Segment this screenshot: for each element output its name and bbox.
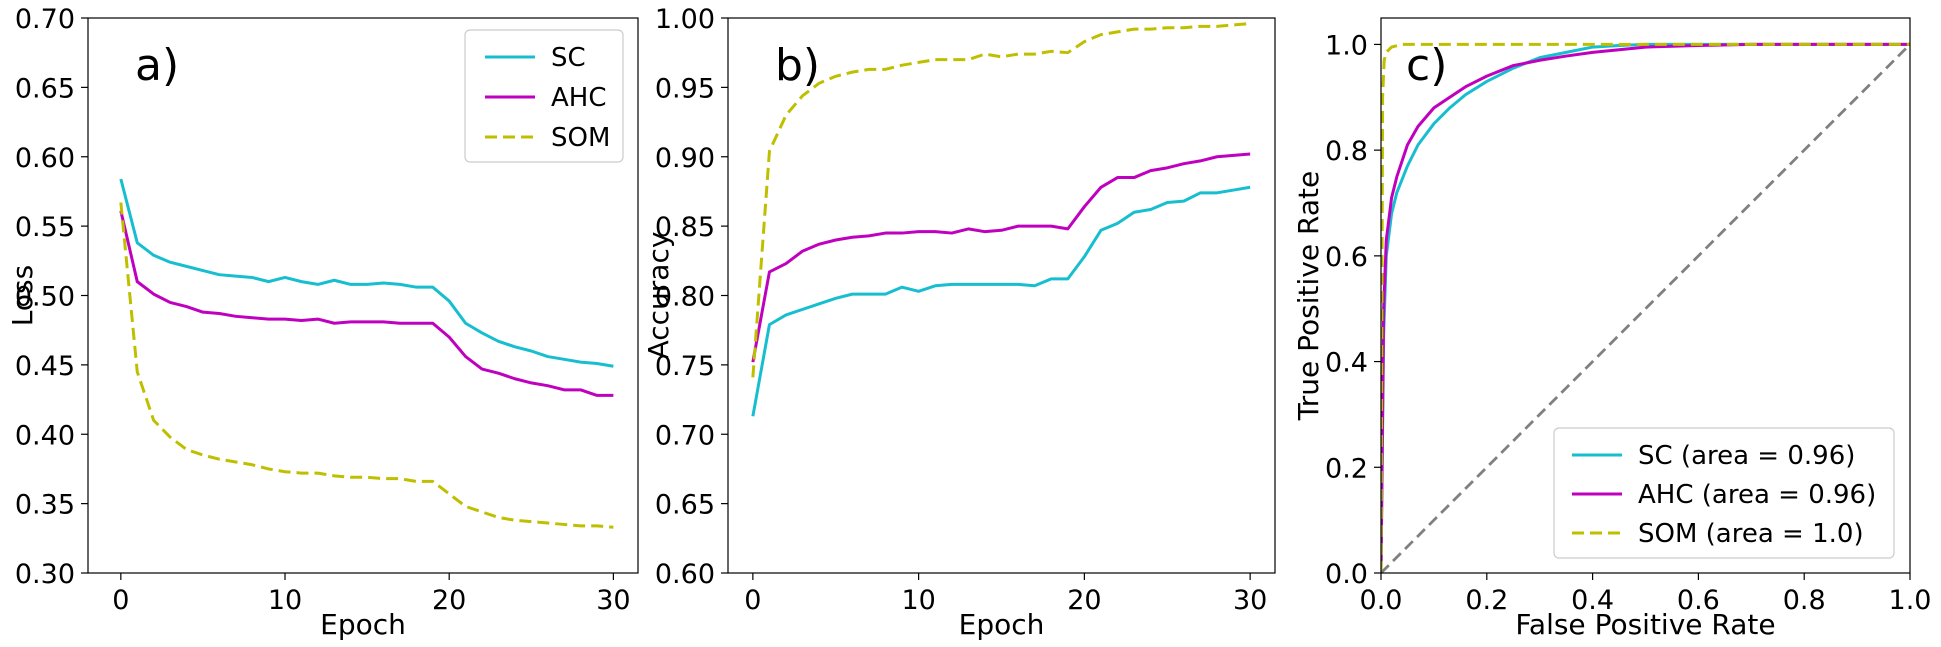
x-tick-label: 20 — [432, 585, 466, 616]
y-axis-label: Loss — [6, 265, 39, 326]
series-line-ahc — [1381, 42, 1910, 573]
panel-3: 0.0 0.2 0.4 0.6 0.8 1.0 0.0 0.2 0.4 0.6 0.8 1.0 Fals… — [1292, 17, 1932, 641]
axes-frame — [727, 17, 1276, 574]
series-group — [751, 22, 1251, 417]
panel-tag: b) — [775, 40, 820, 91]
x-tick-label: 0.2 — [1465, 585, 1508, 616]
x-tick-label: 1.0 — [1889, 585, 1932, 616]
series-line-ahc — [119, 210, 614, 397]
panel-2: 0 10 20 30 0.60 0.65 0.70 0.75 0.80 0.85 0.90 0.95 1… — [642, 4, 1276, 641]
x-tick-label: 20 — [1067, 585, 1101, 616]
y-tick-label: 0.55 — [15, 212, 75, 243]
x-tick-label: 30 — [596, 585, 630, 616]
series-line-som — [751, 22, 1251, 378]
y-tick-label: 0.30 — [15, 559, 75, 590]
x-axis-label: False Positive Rate — [1515, 608, 1775, 641]
panel-tag: a) — [135, 40, 179, 91]
legend-label: SOM (area = 1.0) — [1638, 519, 1864, 549]
y-tick-label: 0.70 — [655, 420, 715, 451]
y-tick-label: 0.50 — [15, 282, 75, 313]
series-group — [1381, 42, 1910, 573]
y-tick-label: 1.0 — [1325, 30, 1368, 61]
panel-1: 0 10 20 30 0.30 0.35 0.40 0.45 0.50 0.55 0.60 0.65 0… — [6, 4, 639, 641]
x-tick-label: 10 — [268, 585, 302, 616]
series-line-sc — [119, 178, 614, 368]
y-tick-label: 0.45 — [15, 351, 75, 382]
x-tick-label: 0.6 — [1677, 585, 1720, 616]
x-tick-label: 0 — [112, 585, 129, 616]
legend-label: AHC — [551, 83, 607, 113]
legend: SC AHC SOM — [464, 29, 624, 163]
x-tick-label: 0 — [744, 585, 761, 616]
y-tick-label: 0.0 — [1325, 559, 1368, 590]
legend-box — [1553, 427, 1895, 559]
y-tick-label: 0.60 — [15, 143, 75, 174]
y-tick-label: 0.65 — [655, 490, 715, 521]
y-tick-label: 0.80 — [655, 282, 715, 313]
series-group — [119, 178, 614, 529]
x-tick-label: 30 — [1233, 585, 1267, 616]
series-line-diagonal — [1381, 43, 1910, 573]
x-axis-label: Epoch — [320, 608, 406, 641]
legend-box — [464, 29, 624, 163]
y-tick-label: 0.40 — [15, 420, 75, 451]
y-axis-label: True Positive Rate — [1292, 171, 1325, 421]
y-axis-label: Accuracy — [642, 232, 675, 360]
legend-label: SOM — [551, 123, 610, 153]
panel-tag: c) — [1406, 40, 1447, 91]
y-tick-label: 0.2 — [1325, 453, 1368, 484]
series-line-sc — [751, 185, 1251, 417]
legend-label: SC — [551, 43, 586, 73]
y-tick-label: 0.95 — [655, 73, 715, 104]
x-tick-label: 0.4 — [1571, 585, 1614, 616]
series-line-som — [119, 202, 614, 529]
x-tick-label: 0.0 — [1360, 585, 1403, 616]
y-tick-label: 1.00 — [655, 4, 715, 35]
y-tick-label: 0.60 — [655, 559, 715, 590]
y-tick-label: 0.8 — [1325, 136, 1368, 167]
legend: SC (area = 0.96) AHC (area = 0.96) SOM (ar… — [1553, 427, 1895, 559]
y-tick-label: 0.35 — [15, 490, 75, 521]
legend-label: SC (area = 0.96) — [1638, 441, 1855, 471]
x-tick-label: 0.8 — [1783, 585, 1826, 616]
y-tick-label: 0.85 — [655, 212, 715, 243]
y-tick-label: 0.90 — [655, 143, 715, 174]
x-axis-label: Epoch — [959, 608, 1045, 641]
y-tick-label: 0.70 — [15, 4, 75, 35]
legend-label: AHC (area = 0.96) — [1638, 480, 1876, 510]
x-tick-label: 10 — [901, 585, 935, 616]
y-tick-label: 0.65 — [15, 73, 75, 104]
y-tick-label: 0.4 — [1325, 348, 1368, 379]
y-tick-label: 0.75 — [655, 351, 715, 382]
axes-frame — [1380, 17, 1911, 574]
series-line-ahc — [751, 152, 1251, 363]
series-line-som — [1381, 42, 1910, 573]
y-tick-label: 0.6 — [1325, 242, 1368, 273]
